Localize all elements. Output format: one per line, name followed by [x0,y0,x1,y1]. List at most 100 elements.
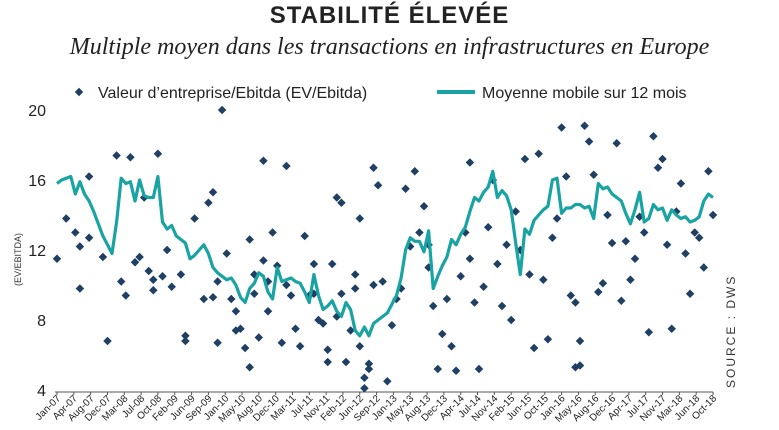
scatter-point [401,184,410,194]
scatter-series [52,105,718,393]
scatter-point [369,163,378,173]
scatter-point [676,179,686,188]
scatter-point [681,249,690,258]
scatter-point [350,284,360,293]
scatter-point [387,321,397,330]
scatter-point [231,307,241,316]
scatter-point [662,240,672,250]
scatter-point [158,272,167,281]
scatter-point [506,315,516,325]
scatter-point [428,301,438,311]
moving-average-line [56,169,714,338]
scatter-point [213,338,222,348]
scatter-point [465,158,475,167]
scatter-point [176,270,186,279]
scatter-point [639,228,649,237]
scatter-point [254,333,264,342]
scatter-point [383,377,392,386]
scatter-point [649,132,658,141]
scatter-point [291,324,300,334]
scatter-point [355,214,365,223]
scatter-point [483,223,493,232]
scatter-point [557,123,566,132]
chart-title: STABILITÉ ÉLEVÉE [269,2,510,29]
scatter-point [227,294,236,304]
scatter-point [84,233,94,243]
scatter-point [644,328,654,337]
scatter-point [373,181,383,190]
scatter-point [116,277,126,286]
scatter-point [580,121,589,131]
scatter-point [708,210,718,220]
scatter-point [167,282,176,292]
scatter-point [548,233,557,243]
scatter-point [594,287,603,297]
scatter-point [309,259,319,269]
scatter-point [213,277,222,286]
scatter-point [493,259,502,269]
scatter-point [433,364,443,374]
scatter-point [282,161,291,171]
scatter-point [222,249,231,258]
scatter-point [75,242,85,251]
scatter-point [245,363,254,372]
scatter-point [364,359,374,369]
scatter-point [626,275,635,285]
scatter-point [204,198,213,208]
scatter-point [277,338,287,348]
scatter-point [112,151,121,160]
legend-line-label: Moyenne mobile sur 12 mois [482,85,687,102]
scatter-point [318,319,328,328]
scatter-point [360,373,369,383]
scatter-point [236,324,245,334]
scatter-point [447,342,456,351]
scatter-point [621,237,631,246]
scatter-point [617,296,626,306]
scatter-point [327,259,337,269]
scatter-point [268,228,277,237]
scatter-point [181,336,190,346]
scatter-point [360,384,369,393]
scatter-point [653,163,663,173]
scatter-point [704,167,713,176]
scatter-point [451,366,461,376]
y-tick-label: 20 [28,103,46,120]
scatter-point [199,294,209,304]
scatter-point [607,238,617,248]
scatter-point [350,270,360,279]
scatter-point [667,324,676,334]
scatter-point [552,214,562,223]
scatter-point [520,154,530,164]
scatter-point [456,272,465,281]
scatter-point [300,231,309,241]
scatter-point [369,280,378,290]
scatter-point [282,280,291,290]
scatter-point [337,289,346,299]
scatter-point [364,364,374,374]
scatter-point [346,326,355,335]
scatter-point [332,193,342,202]
scatter-point [240,343,250,353]
scatter-point [603,210,612,220]
scatter-point [575,336,585,346]
scatter-point [149,275,158,285]
scatter-point [561,172,571,181]
scatter-point [337,198,346,208]
scatter-point [323,345,332,355]
scatter-point [323,357,332,367]
scatter-point [144,266,153,276]
scatter-point [149,286,158,295]
scatter-point [529,343,539,353]
scatter-point [612,138,621,148]
scatter-point [259,156,268,165]
scatter-point [699,263,709,272]
scatter-point [71,228,80,237]
scatter-point [658,154,667,164]
scatter-point [259,256,268,265]
scatter-point [272,261,282,271]
scatter-point [584,137,594,146]
scatter-point [263,307,273,316]
scatter-point [162,245,172,255]
scatter-point [442,294,452,304]
